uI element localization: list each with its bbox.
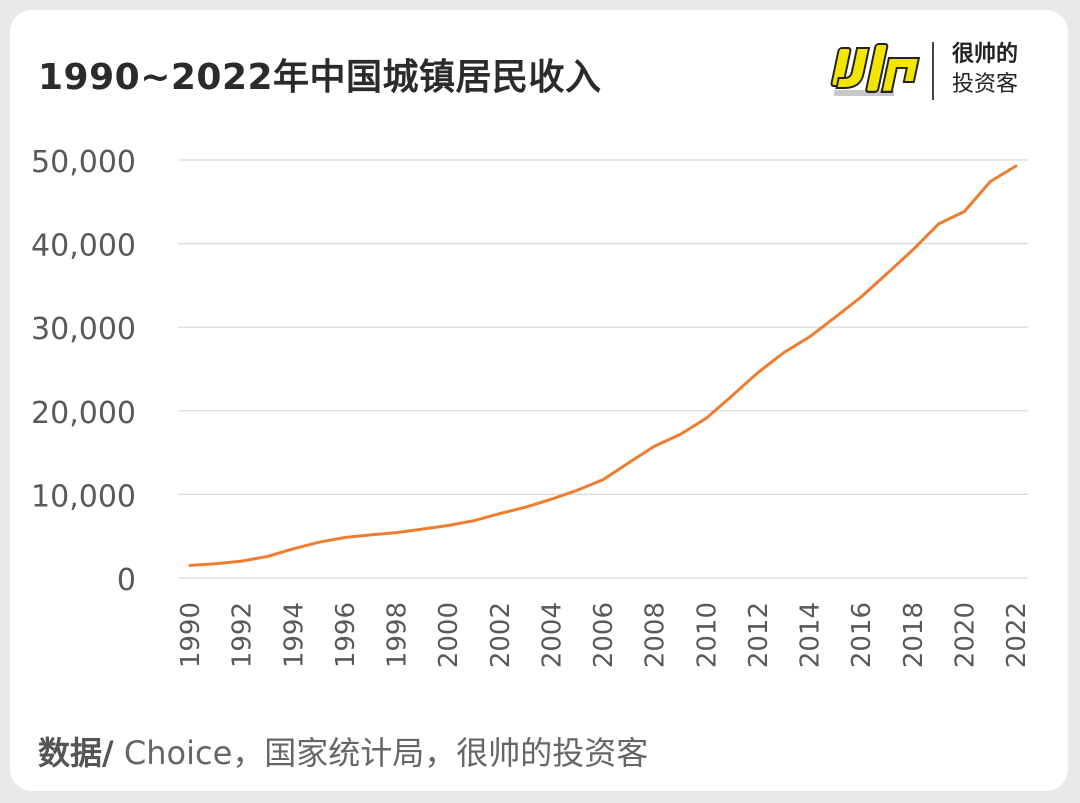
source-lead: 数据/ [38, 734, 114, 772]
x-tick-label: 2012 [744, 602, 774, 668]
line-chart: 0 10,000 20,000 30,000 40,000 50,000 1990 1992… [31, 145, 1032, 668]
logo-name-line1: 很帅的 [952, 42, 1019, 67]
x-axis-tick-labels: 1990 1992 1994 1996 1998 2000 2002 2004 2006 2008… [176, 602, 1032, 668]
x-tick-label: 2006 [589, 602, 619, 668]
x-tick-label: 2000 [434, 602, 464, 668]
chart-title: 1990~2022年中国城镇居民收入 [38, 57, 602, 98]
x-tick-label: 2018 [899, 602, 929, 668]
y-axis-tick-labels: 0 10,000 20,000 30,000 40,000 50,000 [31, 145, 136, 598]
x-tick-label: 2022 [1002, 602, 1032, 668]
series-lines [188, 164, 1018, 567]
x-tick-label: 1998 [383, 602, 413, 668]
x-tick-label: 2004 [537, 602, 567, 668]
x-tick-label: 2002 [486, 602, 516, 668]
y-tick-label: 40,000 [31, 229, 136, 264]
y-tick-label: 0 [117, 563, 136, 598]
x-tick-label: 1992 [228, 602, 258, 668]
brand-logo: 很帅的 投资客 [820, 34, 1040, 104]
y-tick-label: 30,000 [31, 312, 136, 347]
logo-text: 很帅的 投资客 [952, 40, 1018, 100]
y-tick-label: 10,000 [31, 479, 136, 514]
source-note: 数据/ Choice，国家统计局，很帅的投资客 [38, 728, 648, 774]
x-tick-label: 2008 [641, 602, 671, 668]
logo-divider [932, 42, 934, 100]
x-tick-label: 1994 [279, 602, 309, 668]
grid-lines [178, 159, 1028, 579]
x-tick-label: 1996 [331, 602, 361, 668]
y-tick-label: 20,000 [31, 396, 136, 431]
x-tick-label: 2010 [692, 602, 722, 668]
x-tick-label: 2020 [950, 602, 980, 668]
source-text: Choice，国家统计局，很帅的投资客 [113, 734, 649, 772]
x-tick-label: 2014 [796, 602, 826, 668]
logo-name-line2: 投资客 [952, 72, 1019, 97]
chart-card [10, 10, 1068, 791]
brand-mark-icon [830, 43, 921, 96]
x-tick-label: 1990 [176, 602, 206, 668]
y-tick-label: 50,000 [31, 145, 136, 180]
series-line-0 [188, 164, 1018, 567]
x-tick-label: 2016 [847, 602, 877, 668]
